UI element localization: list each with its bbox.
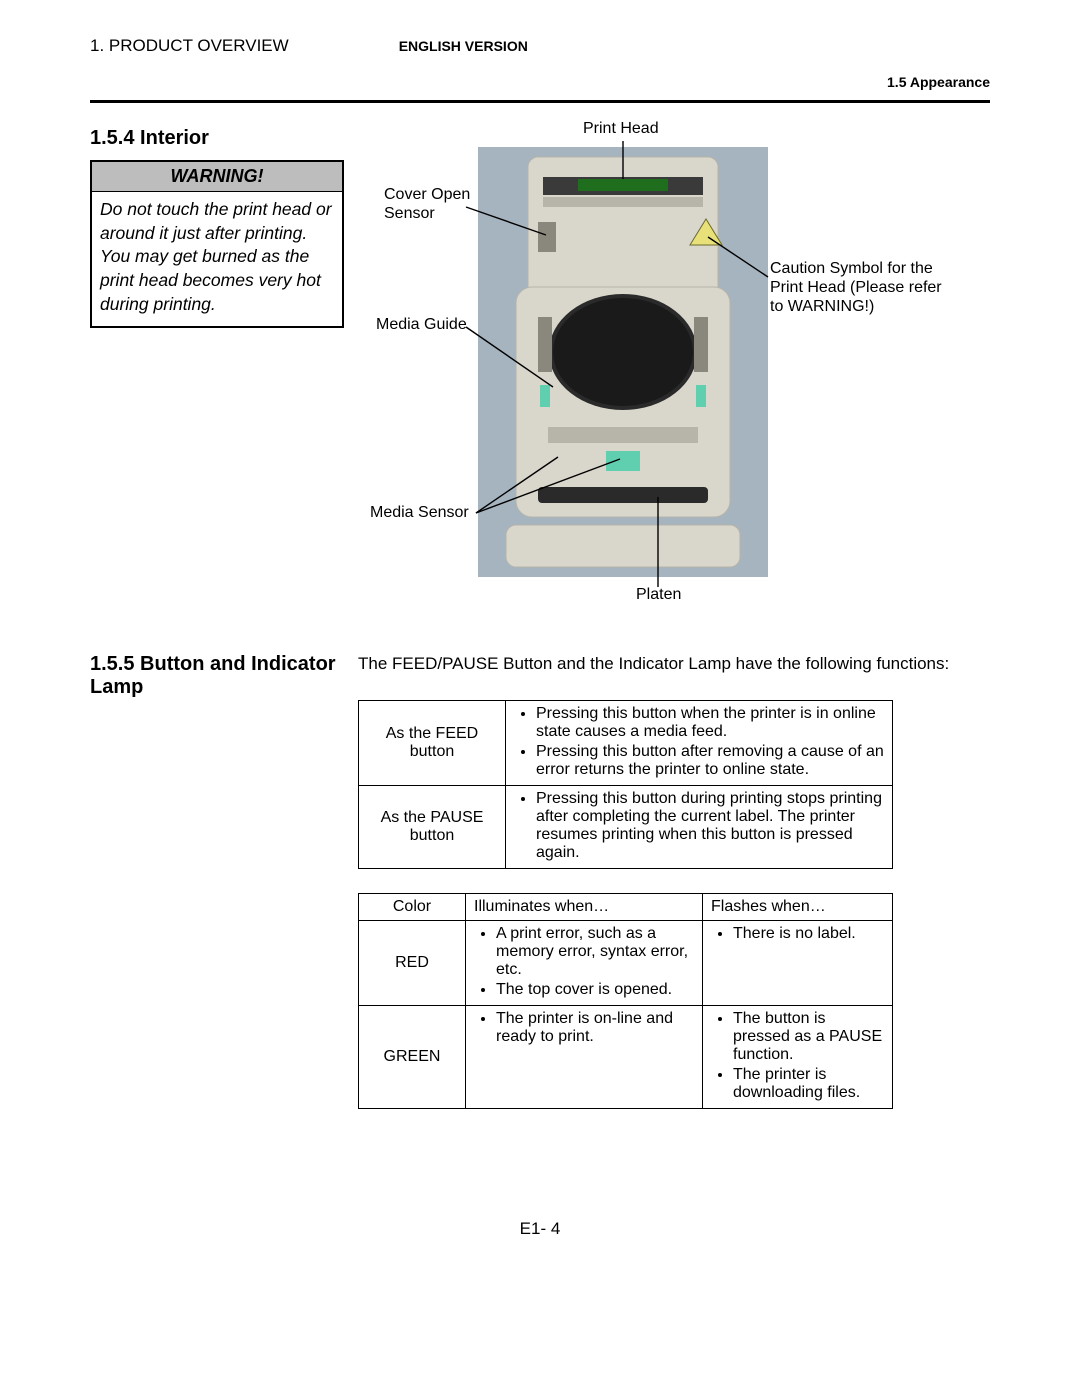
feed-button-label: As the FEED button: [386, 725, 478, 760]
table-row: Color Illuminates when… Flashes when…: [359, 893, 893, 920]
label-cover-open-sensor-l2: Sensor: [384, 205, 435, 222]
col-illuminates: Illuminates when…: [466, 893, 703, 920]
warning-box: WARNING! Do not touch the print head or …: [90, 160, 344, 328]
label-caution-l1: Caution Symbol for the: [770, 260, 933, 277]
printer-interior-diagram: Print Head Cover Open Sensor Media Guide…: [388, 127, 948, 607]
page-number: E1- 4: [90, 1219, 990, 1239]
buttons-intro: The FEED/PAUSE Button and the Indicator …: [358, 653, 990, 676]
col-color: Color: [359, 893, 466, 920]
label-print-head: Print Head: [583, 119, 659, 138]
list-item: There is no label.: [733, 925, 884, 943]
chapter-title: 1. PRODUCT OVERVIEW: [90, 36, 289, 56]
interior-row: 1.5.4 Interior WARNING! Do not touch the…: [90, 127, 990, 607]
indicator-lamp-table: Color Illuminates when… Flashes when… RE…: [358, 893, 893, 1109]
table-row: As the FEED button Pressing this button …: [359, 700, 893, 785]
pause-button-label: As the PAUSE button: [381, 809, 484, 844]
buttons-row: 1.5.5 Button and Indicator Lamp The FEED…: [90, 653, 990, 1109]
diagram-svg: [388, 127, 948, 607]
list-item: Pressing this button when the printer is…: [536, 705, 884, 741]
warning-body: Do not touch the print head or around it…: [92, 192, 342, 326]
list-item: A print error, such as a memory error, s…: [496, 925, 694, 979]
list-item: The top cover is opened.: [496, 981, 694, 999]
language-label: ENGLISH VERSION: [399, 38, 528, 54]
warning-title: WARNING!: [92, 162, 342, 192]
section-heading-interior: 1.5.4 Interior: [90, 127, 340, 150]
list-item: The printer is on-line and ready to prin…: [496, 1010, 694, 1046]
section-heading-buttons: 1.5.5 Button and Indicator Lamp: [90, 653, 340, 699]
col-flashes: Flashes when…: [703, 893, 893, 920]
label-cover-open-sensor-l1: Cover Open: [384, 186, 470, 203]
label-media-sensor: Media Sensor: [370, 503, 469, 522]
label-platen: Platen: [636, 585, 681, 604]
header-rule: [90, 100, 990, 103]
lamp-color-green: GREEN: [384, 1048, 441, 1065]
lamp-color-red: RED: [395, 954, 429, 971]
page-header: 1. PRODUCT OVERVIEW ENGLISH VERSION: [90, 36, 990, 56]
label-caution-l2: Print Head (Please refer: [770, 279, 942, 296]
label-caution-l3: to WARNING!): [770, 298, 874, 315]
list-item: The button is pressed as a PAUSE functio…: [733, 1010, 884, 1064]
list-item: Pressing this button after removing a ca…: [536, 743, 884, 779]
table-row: RED A print error, such as a memory erro…: [359, 920, 893, 1005]
table-row: GREEN The printer is on-line and ready t…: [359, 1005, 893, 1108]
list-item: Pressing this button during printing sto…: [536, 790, 884, 862]
list-item: The printer is downloading files.: [733, 1066, 884, 1102]
table-row: As the PAUSE button Pressing this button…: [359, 785, 893, 868]
page: 1. PRODUCT OVERVIEW ENGLISH VERSION 1.5 …: [0, 0, 1080, 1279]
label-media-guide: Media Guide: [376, 315, 467, 334]
button-function-table: As the FEED button Pressing this button …: [358, 700, 893, 869]
section-label: 1.5 Appearance: [90, 74, 990, 90]
